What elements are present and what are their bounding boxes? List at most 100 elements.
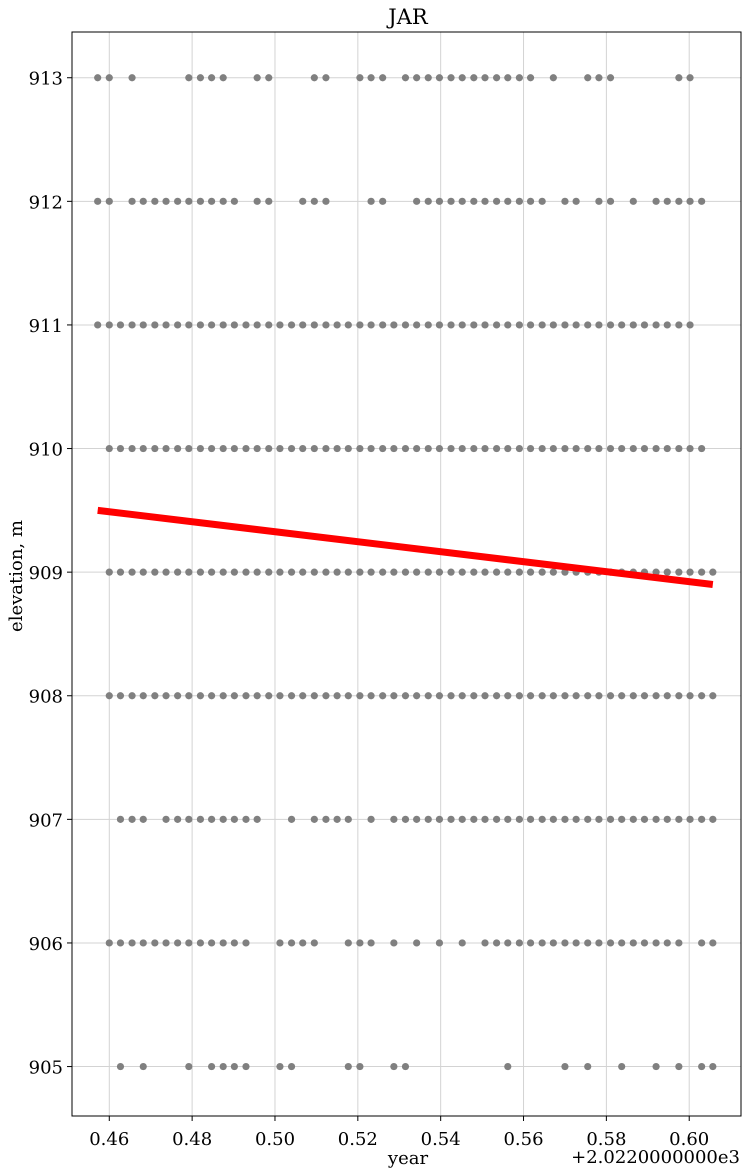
data-point xyxy=(538,815,546,823)
data-point xyxy=(675,321,683,329)
data-point xyxy=(367,939,375,947)
data-point xyxy=(549,74,557,82)
data-point xyxy=(356,1062,364,1071)
data-point xyxy=(526,815,535,823)
data-point xyxy=(207,197,216,205)
data-point xyxy=(709,692,717,700)
data-point xyxy=(549,939,557,947)
data-point xyxy=(675,1062,683,1071)
data-point xyxy=(401,692,410,700)
data-point xyxy=(538,939,546,947)
data-point xyxy=(196,444,205,453)
data-point xyxy=(447,815,455,823)
data-point xyxy=(230,692,238,700)
data-point xyxy=(515,74,523,82)
data-point xyxy=(390,1062,398,1071)
x-tick-label: 0.52 xyxy=(338,1129,378,1150)
data-point xyxy=(151,444,159,453)
data-point xyxy=(219,1062,227,1071)
data-point xyxy=(549,815,557,823)
data-point xyxy=(390,939,398,947)
data-point xyxy=(606,815,615,823)
data-point xyxy=(299,321,307,329)
data-point xyxy=(458,74,466,82)
data-point xyxy=(447,197,455,205)
data-point xyxy=(356,321,364,329)
data-point xyxy=(435,74,444,82)
data-point xyxy=(128,197,136,205)
data-point xyxy=(116,939,125,947)
data-point xyxy=(242,692,250,700)
data-point xyxy=(151,568,159,576)
data-point xyxy=(333,568,341,576)
data-point xyxy=(207,444,216,453)
data-point xyxy=(629,939,637,947)
data-point xyxy=(207,1062,216,1071)
data-point xyxy=(196,939,205,947)
data-point xyxy=(435,321,444,329)
data-point xyxy=(230,321,238,329)
data-point xyxy=(504,815,512,823)
data-point xyxy=(663,197,671,205)
data-point xyxy=(549,568,557,576)
data-point xyxy=(379,692,387,700)
data-point xyxy=(652,197,660,205)
data-point xyxy=(561,197,569,205)
data-point xyxy=(572,197,580,205)
data-point xyxy=(356,568,364,576)
data-point xyxy=(629,444,637,453)
data-point xyxy=(470,197,478,205)
data-point xyxy=(686,444,694,453)
data-point xyxy=(287,692,296,700)
data-point xyxy=(367,74,375,82)
data-point xyxy=(470,568,478,576)
data-point xyxy=(356,444,364,453)
data-point xyxy=(207,692,216,700)
data-point xyxy=(606,197,615,205)
data-point xyxy=(584,692,592,700)
data-point xyxy=(572,815,580,823)
data-point xyxy=(424,568,432,576)
data-point xyxy=(584,1062,592,1071)
data-point xyxy=(230,1062,238,1071)
data-point xyxy=(618,815,626,823)
data-point xyxy=(310,74,318,82)
data-point xyxy=(162,321,170,329)
data-point xyxy=(344,815,352,823)
data-point xyxy=(322,444,330,453)
data-point xyxy=(504,321,512,329)
data-point xyxy=(162,939,170,947)
x-tick-label: 0.56 xyxy=(503,1129,543,1150)
data-point xyxy=(652,1062,660,1071)
data-point xyxy=(333,692,341,700)
data-point xyxy=(413,321,421,329)
data-point xyxy=(595,815,603,823)
data-point xyxy=(196,321,205,329)
data-point xyxy=(640,692,649,700)
data-point xyxy=(128,692,136,700)
data-point xyxy=(265,692,273,700)
x-axis-label: year xyxy=(387,1148,429,1169)
data-point xyxy=(584,815,592,823)
data-point xyxy=(526,692,535,700)
data-point xyxy=(207,74,216,82)
data-point xyxy=(504,939,512,947)
data-point xyxy=(652,692,660,700)
data-point xyxy=(219,74,227,82)
data-point xyxy=(390,321,398,329)
data-point xyxy=(116,1062,125,1071)
data-point xyxy=(333,321,341,329)
data-point xyxy=(299,939,307,947)
data-point xyxy=(584,321,592,329)
data-point xyxy=(561,1062,569,1071)
data-point xyxy=(367,321,375,329)
data-point xyxy=(196,815,205,823)
data-point xyxy=(413,815,421,823)
data-point xyxy=(572,321,580,329)
data-point xyxy=(299,444,307,453)
data-point xyxy=(526,939,535,947)
data-point xyxy=(698,939,706,947)
data-point xyxy=(413,74,421,82)
data-point xyxy=(299,197,307,205)
